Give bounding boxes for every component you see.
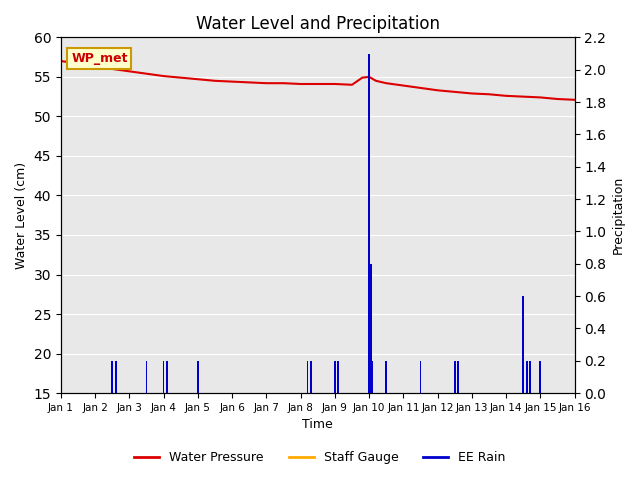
Legend: Water Pressure, Staff Gauge, EE Rain: Water Pressure, Staff Gauge, EE Rain [129,446,511,469]
Water Pressure [228,79,236,84]
Bar [115,361,116,393]
Bar [540,361,541,393]
Water Pressure [554,96,561,102]
Bar [197,361,199,393]
Water Pressure [280,80,287,86]
Bar [111,361,113,393]
Water Pressure [160,73,168,79]
Water Pressure [502,93,510,99]
Text: WP_met: WP_met [71,52,127,65]
Water Pressure [143,71,150,77]
Bar [526,361,527,393]
Line: Water Pressure: Water Pressure [61,61,575,100]
Bar [163,361,164,393]
Water Pressure [297,81,305,87]
Bar [454,361,456,393]
Bar [522,296,524,393]
Water Pressure [331,81,339,87]
Y-axis label: Water Level (cm): Water Level (cm) [15,162,28,269]
Water Pressure [536,95,544,100]
Bar [334,361,336,393]
Water Pressure [57,58,65,64]
Water Pressure [434,87,442,93]
Water Pressure [245,80,253,85]
Title: Water Level and Precipitation: Water Level and Precipitation [196,15,440,33]
Bar [385,361,387,393]
Water Pressure [211,78,219,84]
Water Pressure [372,78,380,84]
Y-axis label: Precipitation: Precipitation [612,176,625,254]
Water Pressure [194,76,202,82]
Water Pressure [314,81,321,87]
Bar [458,361,459,393]
Bar [310,361,312,393]
Water Pressure [108,66,116,72]
Water Pressure [571,97,579,103]
Bar [307,361,308,393]
Water Pressure [125,69,133,74]
Bar [166,361,168,393]
Water Pressure [74,60,82,66]
Water Pressure [520,94,527,99]
Water Pressure [177,75,184,81]
Water Pressure [399,83,407,88]
Water Pressure [358,75,366,81]
X-axis label: Time: Time [302,419,333,432]
Water Pressure [383,80,390,86]
Bar [370,264,372,393]
Bar [368,53,370,393]
Water Pressure [485,91,493,97]
Bar [372,361,373,393]
Water Pressure [451,89,459,95]
Water Pressure [365,74,373,80]
Water Pressure [468,91,476,96]
Bar [146,361,147,393]
Water Pressure [262,80,270,86]
Bar [337,361,339,393]
Water Pressure [417,85,424,91]
Water Pressure [92,64,99,70]
Water Pressure [348,82,356,88]
Bar [420,361,421,393]
Bar [529,361,531,393]
